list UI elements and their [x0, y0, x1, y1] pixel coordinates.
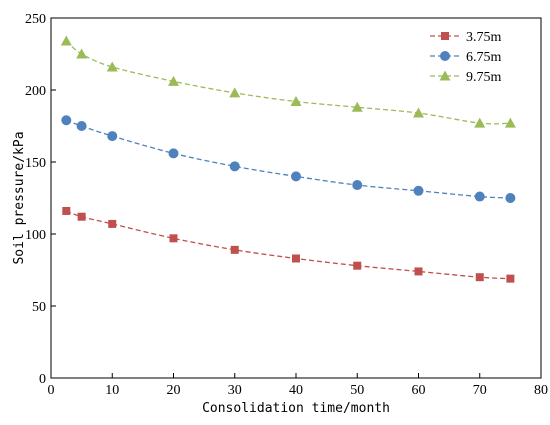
data-point	[291, 171, 301, 182]
data-point	[60, 35, 72, 46]
y-tick-label: 0	[39, 372, 46, 387]
data-point	[475, 273, 484, 282]
legend-label: 3.75m	[466, 30, 502, 45]
series-layer	[60, 35, 516, 283]
data-point	[506, 274, 515, 283]
data-point	[290, 96, 302, 107]
x-tick-label: 10	[105, 383, 119, 398]
x-tick-label: 50	[350, 383, 364, 398]
data-point	[61, 115, 72, 126]
series-line	[66, 119, 511, 199]
data-point	[229, 87, 241, 98]
legend-label: 9.75m	[466, 70, 502, 85]
x-tick-label: 0	[48, 383, 55, 398]
data-point	[168, 75, 179, 86]
data-point	[353, 261, 362, 270]
data-point	[106, 61, 118, 72]
data-point	[230, 245, 239, 254]
legend-item: 6.75m	[430, 50, 502, 65]
x-tick-label: 60	[412, 383, 426, 398]
y-tick-label: 250	[25, 12, 46, 27]
series-line	[65, 40, 511, 125]
series-6.75m	[61, 115, 516, 203]
x-tick-label: 70	[473, 383, 487, 398]
legend-marker	[441, 32, 449, 40]
series-9.75m	[60, 35, 516, 128]
data-point	[107, 131, 118, 142]
axes-layer: 0 10 20 30 40 50 60 70 80 0 50 100 150 200 250	[25, 12, 548, 398]
data-point	[352, 180, 363, 191]
data-point	[504, 117, 516, 128]
data-point	[292, 254, 300, 263]
y-tick-label: 150	[25, 156, 46, 171]
data-point	[62, 206, 71, 215]
data-point	[505, 193, 516, 203]
series-line	[66, 210, 511, 280]
data-point	[413, 107, 424, 118]
x-axis-label: Consolidation time/month	[202, 401, 390, 416]
data-point	[351, 101, 363, 112]
data-point	[474, 191, 485, 202]
data-point	[168, 148, 179, 159]
y-axis-label: Soil pressure/kPa	[12, 131, 27, 264]
data-point	[414, 267, 423, 276]
legend-label: 6.75m	[466, 50, 502, 65]
data-point	[108, 219, 117, 228]
data-point	[169, 234, 178, 243]
data-point	[474, 117, 486, 128]
x-tick-label: 20	[167, 383, 181, 398]
legend-item: 9.75m	[430, 70, 502, 85]
data-point	[76, 121, 87, 131]
legend-marker	[439, 70, 451, 81]
data-point	[413, 185, 424, 196]
y-tick-label: 50	[32, 300, 46, 315]
data-point	[76, 48, 88, 59]
data-point	[77, 212, 86, 221]
data-point	[229, 161, 240, 172]
x-tick-label: 80	[534, 383, 548, 398]
y-tick-label: 200	[25, 84, 46, 99]
y-tick-label: 100	[25, 228, 46, 243]
legend-item: 3.75m	[430, 30, 502, 45]
x-tick-label: 30	[228, 383, 242, 398]
legend-marker	[440, 51, 450, 61]
x-tick-label: 40	[289, 383, 303, 398]
series-3.75m	[62, 206, 515, 283]
legend: 3.75m 6.75m 9.75m	[430, 30, 502, 85]
